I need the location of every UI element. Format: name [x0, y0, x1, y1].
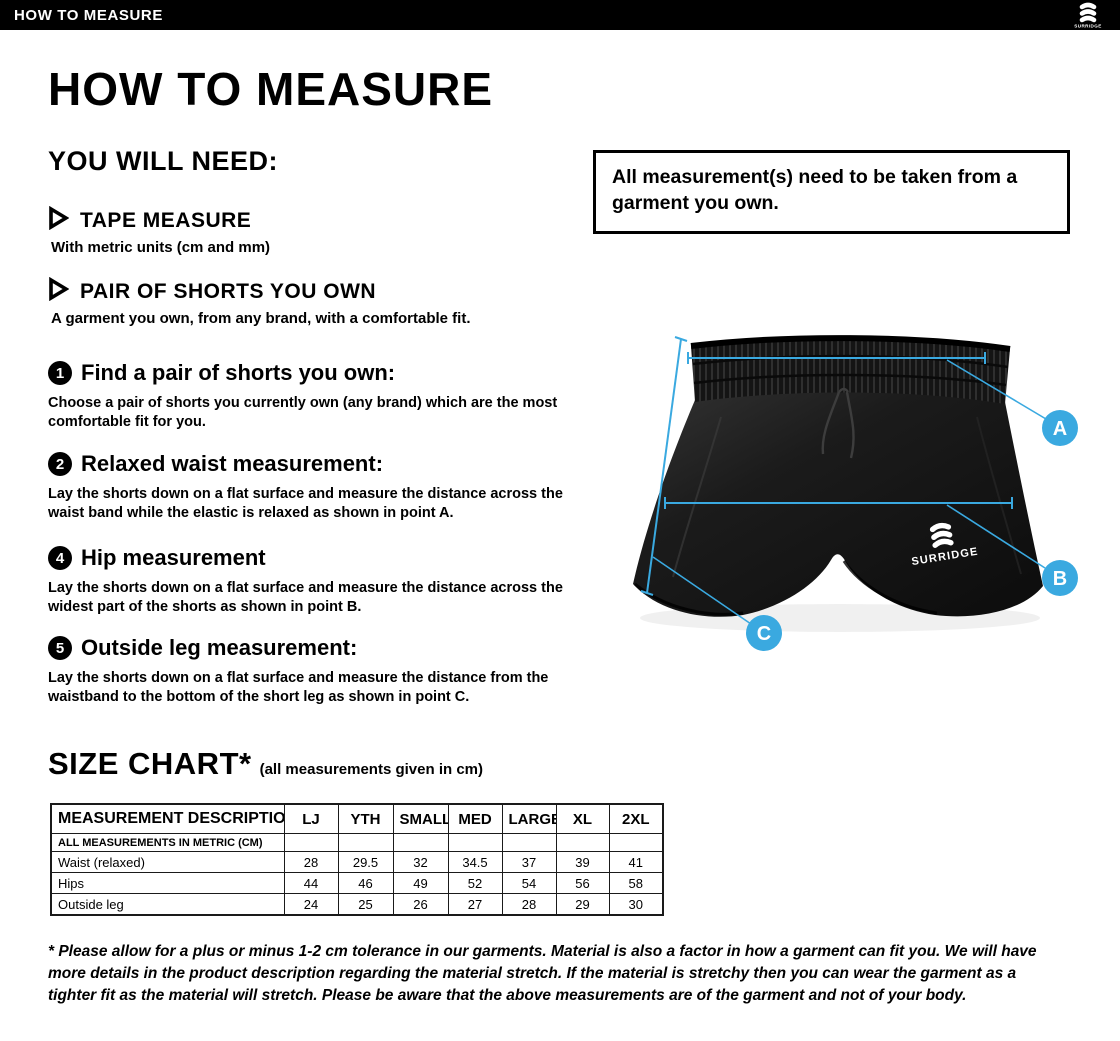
- step-number-badge: 1: [48, 361, 72, 385]
- row-label: Hips: [50, 872, 285, 894]
- need-item-shorts: PAIR OF SHORTS YOU OWN A garment you own…: [48, 276, 471, 327]
- shorts-measurement-diagram: SURRIDGE: [625, 322, 1085, 672]
- size-chart-heading: SIZE CHART* (all measurements given in c…: [48, 746, 483, 782]
- table-row: Outside leg 24 25 26 27 28 29 30: [50, 893, 664, 916]
- cell-value: 32: [392, 851, 449, 873]
- step-title: Hip measurement: [81, 545, 266, 570]
- surridge-logo-icon: SURRIDGE: [1072, 2, 1104, 34]
- cell-value: 28: [501, 893, 557, 916]
- cell-value: 30: [608, 893, 664, 916]
- row-label: Outside leg: [50, 893, 285, 916]
- size-chart-table: MEASUREMENT DESCRIPTION LJ YTH SMALL MED…: [50, 803, 664, 916]
- need-item-tape-measure: TAPE MEASURE With metric units (cm and m…: [48, 205, 271, 256]
- drawstring: [821, 387, 855, 459]
- table-row: Waist (relaxed) 28 29.5 32 34.5 37 39 41: [50, 851, 664, 873]
- cell-value: 46: [337, 872, 394, 894]
- tolerance-disclaimer: * Please allow for a plus or minus 1-2 c…: [48, 943, 1037, 1005]
- cell-value: 39: [555, 851, 610, 873]
- measure-point-b: B: [1042, 560, 1078, 596]
- measurement-lines: [640, 336, 1047, 625]
- step-desc: Choose a pair of shorts you currently ow…: [48, 395, 558, 430]
- table-metric-row: ALL MEASUREMENTS IN METRIC (CM): [50, 833, 664, 852]
- cell-value: 25: [337, 893, 394, 916]
- size-chart-subtitle: (all measurements given in cm): [259, 761, 483, 778]
- cell-value: 26: [392, 893, 449, 916]
- need-item-desc: With metric units (cm and mm): [51, 239, 271, 256]
- cell-value: 44: [283, 872, 339, 894]
- size-chart-title: SIZE CHART*: [48, 746, 252, 781]
- cell-value: 37: [501, 851, 557, 873]
- col-header: MEASUREMENT DESCRIPTION: [50, 803, 285, 834]
- cell-value: 49: [392, 872, 449, 894]
- col-header: XL: [555, 803, 610, 834]
- step-5: 5 Outside leg measurement: Lay the short…: [48, 635, 623, 706]
- cell-value: 41: [608, 851, 664, 873]
- col-header: SMALL: [392, 803, 449, 834]
- point-a-label: A: [1053, 418, 1067, 440]
- cell-value: 28: [283, 851, 339, 873]
- metric-note: ALL MEASUREMENTS IN METRIC (CM): [50, 833, 285, 852]
- step-desc: Lay the shorts down on a flat surface an…: [48, 580, 563, 615]
- play-triangle-icon: [48, 205, 70, 235]
- step-4: 4 Hip measurement Lay the shorts down on…: [48, 545, 623, 616]
- step-1: 1 Find a pair of shorts you own: Choose …: [48, 360, 623, 431]
- cell-value: 54: [501, 872, 557, 894]
- step-title: Relaxed waist measurement:: [81, 451, 384, 476]
- cell-value: 29: [555, 893, 610, 916]
- step-desc: Lay the shorts down on a flat surface an…: [48, 486, 563, 521]
- need-item-title: PAIR OF SHORTS YOU OWN: [80, 279, 377, 303]
- cell-value: 29.5: [337, 851, 394, 873]
- col-header: MED: [447, 803, 503, 834]
- step-title: Find a pair of shorts you own:: [81, 360, 396, 385]
- you-will-need-heading: YOU WILL NEED:: [48, 146, 279, 176]
- cell-value: 58: [608, 872, 664, 894]
- surridge-logo-text: SURRIDGE: [1074, 24, 1101, 29]
- step-2: 2 Relaxed waist measurement: Lay the sho…: [48, 451, 623, 522]
- step-number-badge: 4: [48, 546, 72, 570]
- page-title: HOW TO MEASURE: [48, 63, 494, 115]
- step-desc: Lay the shorts down on a flat surface an…: [48, 670, 549, 705]
- need-item-desc: A garment you own, from any brand, with …: [51, 310, 471, 327]
- point-b-label: B: [1053, 568, 1067, 590]
- cell-value: 52: [447, 872, 503, 894]
- shorts-image: SURRIDGE: [633, 335, 1043, 617]
- cell-value: 24: [283, 893, 339, 916]
- table-row: Hips 44 46 49 52 54 56 58: [50, 872, 664, 894]
- cell-value: 27: [447, 893, 503, 916]
- measure-point-a: A: [1042, 410, 1078, 446]
- col-header: YTH: [337, 803, 394, 834]
- measure-point-c: C: [746, 615, 782, 651]
- point-c-label: C: [757, 623, 771, 645]
- col-header: LJ: [283, 803, 339, 834]
- notice-box: All measurement(s) need to be taken from…: [593, 150, 1070, 234]
- cell-value: 56: [555, 872, 610, 894]
- col-header: LARGE: [501, 803, 557, 834]
- step-title: Outside leg measurement:: [81, 635, 358, 660]
- play-triangle-icon: [48, 276, 70, 306]
- table-header-row: MEASUREMENT DESCRIPTION LJ YTH SMALL MED…: [50, 803, 664, 834]
- top-bar-title: HOW TO MEASURE: [14, 6, 163, 24]
- col-header: 2XL: [608, 803, 664, 834]
- step-number-badge: 2: [48, 452, 72, 476]
- cell-value: 34.5: [447, 851, 503, 873]
- step-number-badge: 5: [48, 636, 72, 660]
- need-item-title: TAPE MEASURE: [80, 208, 252, 232]
- row-label: Waist (relaxed): [50, 851, 285, 873]
- top-bar: HOW TO MEASURE SURRIDGE: [0, 0, 1120, 30]
